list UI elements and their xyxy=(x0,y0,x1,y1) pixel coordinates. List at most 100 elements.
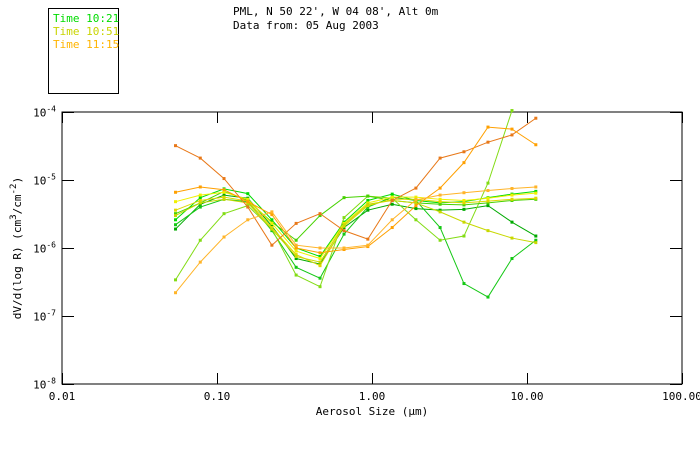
data-point-marker xyxy=(198,198,202,202)
data-point-marker xyxy=(174,223,178,227)
data-point-marker xyxy=(246,205,250,209)
data-point-marker xyxy=(294,254,298,258)
data-point-marker xyxy=(486,204,490,208)
data-point-marker xyxy=(414,198,418,202)
legend-box: Time 10:21 Time 10:51 Time 11:15 xyxy=(48,8,119,94)
data-point-marker xyxy=(222,188,226,192)
data-point-marker xyxy=(366,237,370,241)
y-axis-title: dV/d(log R) (cm3/cm-2) xyxy=(8,176,24,320)
data-point-marker xyxy=(342,223,346,227)
data-point-marker xyxy=(414,195,418,199)
data-point-marker xyxy=(342,229,346,233)
data-point-marker xyxy=(270,218,274,222)
data-point-marker xyxy=(366,208,370,212)
data-point-marker xyxy=(462,150,466,154)
data-point-marker xyxy=(366,202,370,206)
data-point-marker xyxy=(534,196,538,200)
series-line xyxy=(175,194,537,265)
data-point-marker xyxy=(510,197,514,201)
data-point-marker xyxy=(486,140,490,144)
series-line xyxy=(175,196,536,267)
data-point-marker xyxy=(534,238,538,242)
plot-subtitle: Data from: 05 Aug 2003 xyxy=(233,19,379,32)
data-point-marker xyxy=(462,161,466,165)
data-point-marker xyxy=(246,192,250,196)
data-point-marker xyxy=(390,202,394,206)
data-point-marker xyxy=(510,257,514,261)
data-point-marker xyxy=(342,232,346,236)
data-point-marker xyxy=(222,195,226,199)
data-point-marker xyxy=(198,260,202,264)
data-point-marker xyxy=(174,214,178,218)
data-point-marker xyxy=(486,196,490,200)
data-point-marker xyxy=(222,193,226,197)
data-point-marker xyxy=(534,185,538,189)
data-point-marker xyxy=(174,227,178,231)
x-tick-label: 10.00 xyxy=(510,390,544,403)
data-point-marker xyxy=(342,216,346,220)
x-tick-label: 100.00 xyxy=(662,390,700,403)
data-point-marker xyxy=(174,190,178,194)
data-point-marker xyxy=(270,227,274,231)
data-point-marker xyxy=(174,212,178,216)
data-point-marker xyxy=(318,264,322,268)
series-line xyxy=(175,126,537,254)
data-point-marker xyxy=(198,238,202,242)
series-line xyxy=(175,191,536,260)
data-point-marker xyxy=(438,238,442,242)
data-point-marker xyxy=(390,218,394,222)
data-point-marker xyxy=(174,208,178,212)
legend-entry-1115: Time 11:15 xyxy=(53,38,120,51)
data-point-marker xyxy=(534,241,538,245)
data-point-marker xyxy=(222,212,226,216)
data-point-marker xyxy=(318,262,322,266)
y-tick-label: 10-6 xyxy=(33,240,56,256)
data-point-marker xyxy=(174,144,178,148)
data-point-marker xyxy=(318,246,322,250)
data-point-marker xyxy=(462,203,466,207)
data-point-marker xyxy=(270,226,274,230)
data-point-marker xyxy=(294,238,298,242)
data-point-marker xyxy=(462,282,466,286)
data-point-marker xyxy=(318,285,322,289)
x-axis-title: Aerosol Size (µm) xyxy=(315,405,429,418)
data-point-marker xyxy=(294,243,298,247)
data-point-marker xyxy=(294,221,298,225)
x-tick-label: 1.00 xyxy=(358,390,386,403)
data-point-marker xyxy=(438,210,442,214)
plot-title: PML, N 50 22', W 04 08', Alt 0m xyxy=(233,5,439,18)
data-point-marker xyxy=(246,218,250,222)
legend-entry-1051: Time 10:51 xyxy=(53,25,120,38)
data-point-marker xyxy=(318,212,322,216)
data-point-marker xyxy=(510,133,514,137)
data-point-marker xyxy=(294,246,298,250)
data-point-marker xyxy=(246,197,250,201)
data-point-marker xyxy=(486,199,490,203)
data-point-marker xyxy=(414,186,418,190)
data-point-marker xyxy=(198,201,202,205)
data-point-marker xyxy=(462,207,466,211)
data-point-marker xyxy=(270,210,274,214)
legend-entry-1021: Time 10:21 xyxy=(53,12,120,25)
data-point-marker xyxy=(318,257,322,261)
data-point-marker xyxy=(318,214,322,218)
data-point-marker xyxy=(270,229,274,233)
data-point-marker xyxy=(510,186,514,190)
data-point-marker xyxy=(198,156,202,160)
data-point-marker xyxy=(270,221,274,225)
data-point-marker xyxy=(534,116,538,120)
data-point-marker xyxy=(270,243,274,247)
data-point-marker xyxy=(318,251,322,255)
series-line xyxy=(175,196,537,298)
data-point-marker xyxy=(174,200,178,204)
data-point-marker xyxy=(174,218,178,222)
series-line xyxy=(175,198,536,263)
data-point-marker xyxy=(510,109,514,113)
data-point-marker xyxy=(438,193,442,197)
data-point-marker xyxy=(198,205,202,209)
data-point-marker xyxy=(486,295,490,299)
data-point-marker xyxy=(438,208,442,212)
data-point-marker xyxy=(438,156,442,160)
